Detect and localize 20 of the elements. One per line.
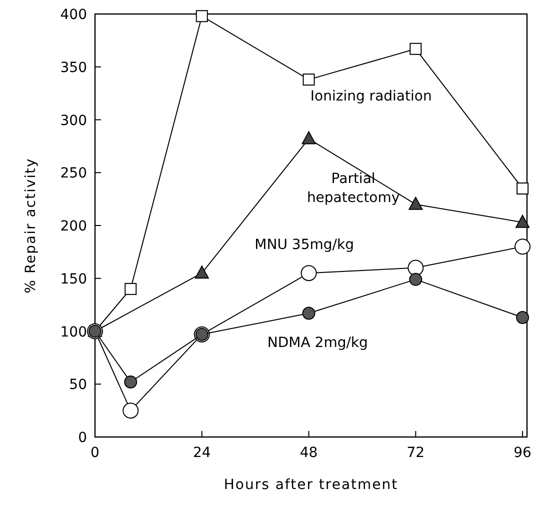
series-label: MNU 35mg/kg: [254, 236, 354, 253]
x-tick-label: 24: [192, 445, 211, 461]
x-tick-label: 72: [406, 445, 425, 461]
x-tick-label: 48: [300, 445, 318, 461]
y-axis-title: % Repair activity: [23, 158, 39, 294]
x-axis-title: Hours after treatment: [224, 477, 398, 493]
y-tick-label: 0: [78, 430, 87, 446]
y-tick-label: 400: [60, 7, 87, 23]
series-label: NDMA 2mg/kg: [267, 335, 368, 352]
y-tick-label: 100: [60, 324, 87, 340]
y-tick-label: 300: [60, 112, 87, 129]
series-label: Ionizing radiation: [310, 88, 432, 105]
y-tick-label: 200: [60, 218, 87, 234]
y-tick-label: 50: [69, 377, 87, 394]
y-tick-label: 350: [60, 60, 87, 76]
x-tick-label: 0: [90, 445, 100, 461]
y-tick-label: 250: [60, 166, 87, 182]
x-tick-label: 96: [514, 445, 532, 461]
series-label: Partial hepatectomy: [306, 171, 400, 206]
y-tick-label: 150: [60, 271, 87, 288]
